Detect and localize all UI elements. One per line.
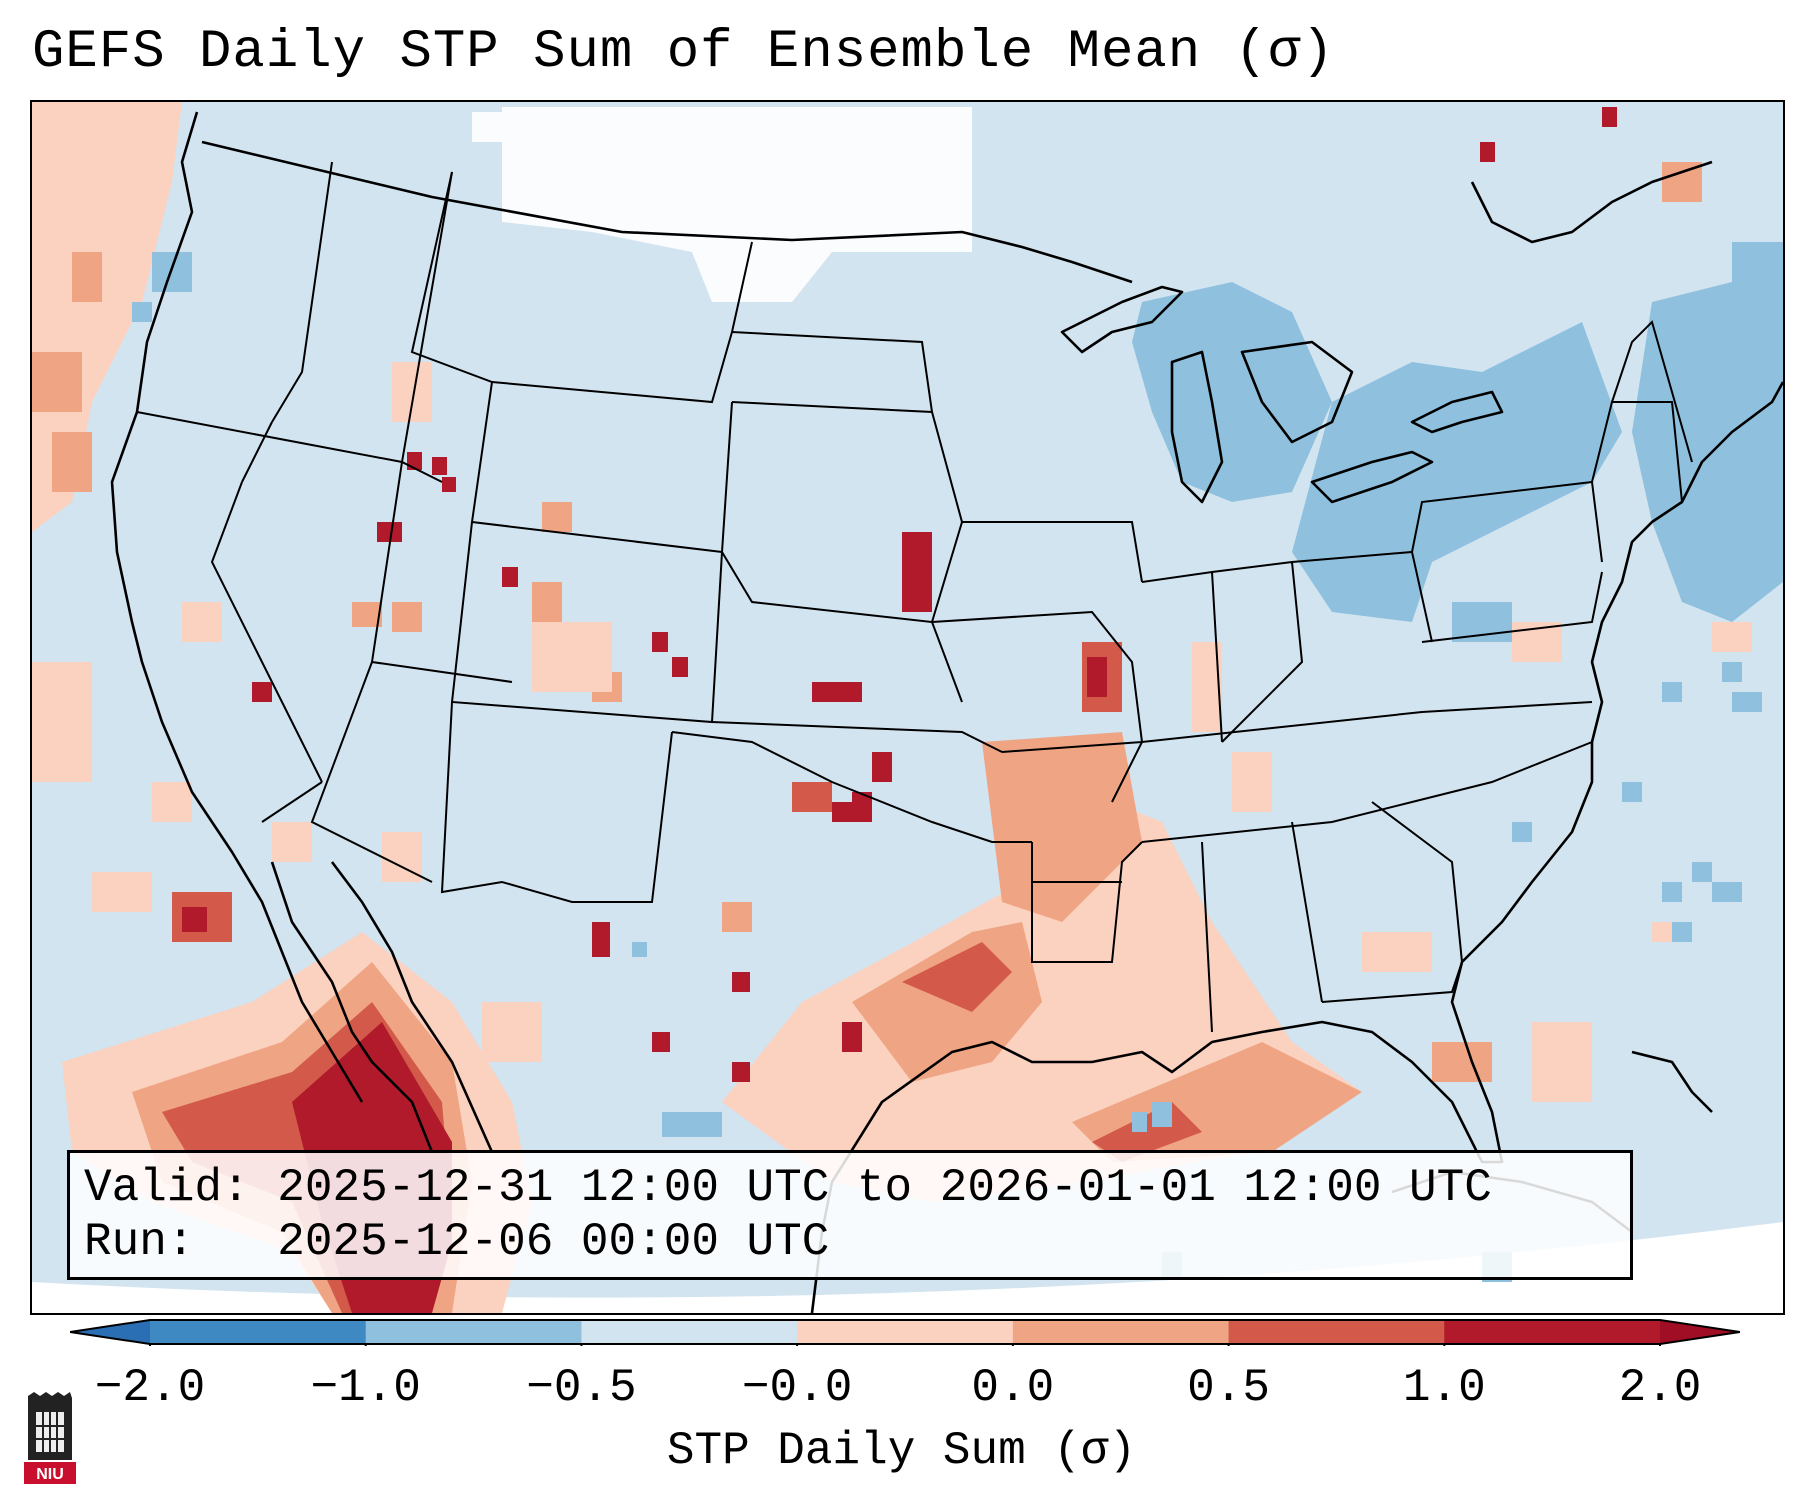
colorbar-tick-label: −1.0 xyxy=(310,1362,421,1414)
logo-text: NIU xyxy=(36,1466,64,1483)
near-zero-region xyxy=(472,107,972,302)
colorbar-tick-label: 0.0 xyxy=(971,1362,1055,1414)
valid-label: Valid: xyxy=(84,1162,250,1214)
colorbar xyxy=(70,1319,1740,1346)
map-panel xyxy=(30,100,1785,1315)
colorbar-tick-label: −2.0 xyxy=(94,1362,206,1414)
valid-run-info-box: Valid: 2025-12-31 12:00 UTC to 2026-01-0… xyxy=(67,1150,1633,1280)
colorbar-segments xyxy=(150,1320,1661,1344)
run-text: 2025-12-06 00:00 UTC xyxy=(277,1216,830,1268)
colorbar-segment xyxy=(365,1320,582,1344)
map-svg xyxy=(32,102,1783,1313)
colorbar-tick-label: −0.0 xyxy=(741,1362,853,1414)
colorbar-segment xyxy=(1444,1320,1661,1344)
colorbar-tick-label: 0.5 xyxy=(1187,1362,1270,1414)
colorbar-segment xyxy=(1012,1320,1230,1344)
projection-edge xyxy=(32,1222,1783,1313)
colorbar-tick-label: 1.0 xyxy=(1402,1362,1486,1414)
pacific-moderate-positive xyxy=(32,252,102,492)
state-borders xyxy=(136,161,1693,1033)
colorbar-segment xyxy=(797,1320,1014,1344)
coastlines xyxy=(110,111,1783,1313)
run-label: Run: xyxy=(84,1216,195,1268)
colorbar-extend-max xyxy=(1660,1320,1740,1344)
colorbar-segment xyxy=(1228,1320,1445,1344)
colorbar-extend-min xyxy=(70,1320,150,1344)
rockies-scattered-high xyxy=(252,107,1617,1082)
colorbar-segment xyxy=(581,1320,798,1344)
colorbar-outline xyxy=(70,1319,1740,1345)
pacific-light-positive xyxy=(32,102,182,912)
niu-logo: NIU xyxy=(24,1392,76,1484)
valid-text: 2025-12-31 12:00 UTC to 2026-01-01 12:00… xyxy=(277,1162,1492,1214)
great-lakes-negative xyxy=(132,242,1783,1282)
colorbar-tick-label: 2.0 xyxy=(1618,1362,1702,1414)
colorbar-segment xyxy=(150,1320,367,1344)
scattered-moderate xyxy=(352,162,1702,1082)
colorbar-tick-label: −0.5 xyxy=(526,1362,637,1414)
colorbar-tick-marks xyxy=(149,1344,1661,1346)
colorbar-label: STP Daily Sum (σ) xyxy=(666,1425,1137,1477)
chart-title: GEFS Daily STP Sum of Ensemble Mean (σ) xyxy=(32,22,1335,83)
